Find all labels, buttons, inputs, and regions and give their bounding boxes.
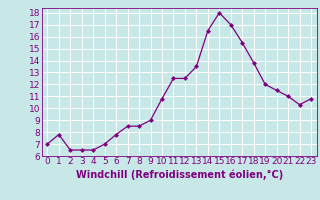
X-axis label: Windchill (Refroidissement éolien,°C): Windchill (Refroidissement éolien,°C) bbox=[76, 169, 283, 180]
